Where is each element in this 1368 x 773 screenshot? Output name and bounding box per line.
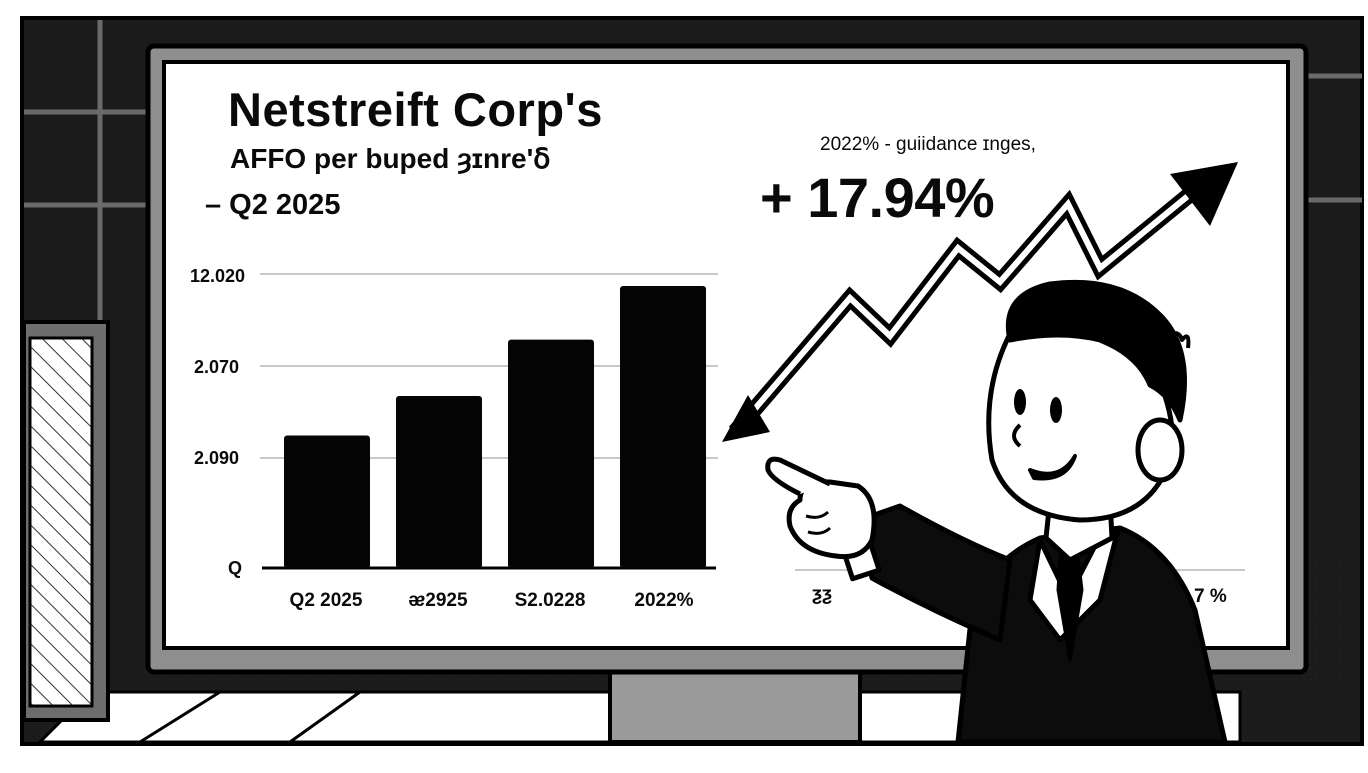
businessman-figure	[765, 279, 1228, 745]
side-monitor	[22, 320, 110, 722]
trend-arrow-icon	[728, 175, 1211, 438]
change-percentage: + 17.94%	[760, 166, 995, 229]
chart-period: – Q2 2025	[205, 189, 341, 221]
y-tick-label: 2.090	[194, 448, 240, 468]
arrow-head-down-icon	[722, 395, 770, 442]
chart-title: Netstreift Corp's	[228, 83, 603, 136]
x-tick-label: S2.0228	[514, 590, 586, 611]
partial-label-right: 7 %	[1194, 586, 1227, 607]
guidance-caption: 2022% - guiidance ɪngеs,	[820, 134, 1036, 155]
partial-label-left: ƺƺ	[812, 584, 833, 605]
chart-bars	[284, 286, 706, 568]
chart-bar	[620, 286, 706, 568]
y-tick-label: 2.070	[194, 357, 240, 377]
chart-bar	[396, 395, 482, 568]
y-tick-label: 12.020	[190, 266, 246, 286]
chart-bar	[508, 339, 594, 568]
x-tick-label: ᴂ2925	[408, 590, 468, 611]
chart-bar	[284, 435, 370, 568]
arrow-head-up-icon	[1170, 162, 1238, 226]
x-tick-label: Q2 2025	[289, 590, 363, 611]
y-tick-label: Q	[228, 558, 243, 578]
x-tick-label: 2022%	[634, 590, 694, 611]
chart-subtitle: AFFO per buped ȝɪnre'ẟ	[230, 143, 551, 174]
wall-grid	[24, 20, 1362, 320]
monitor-stand	[608, 668, 862, 744]
